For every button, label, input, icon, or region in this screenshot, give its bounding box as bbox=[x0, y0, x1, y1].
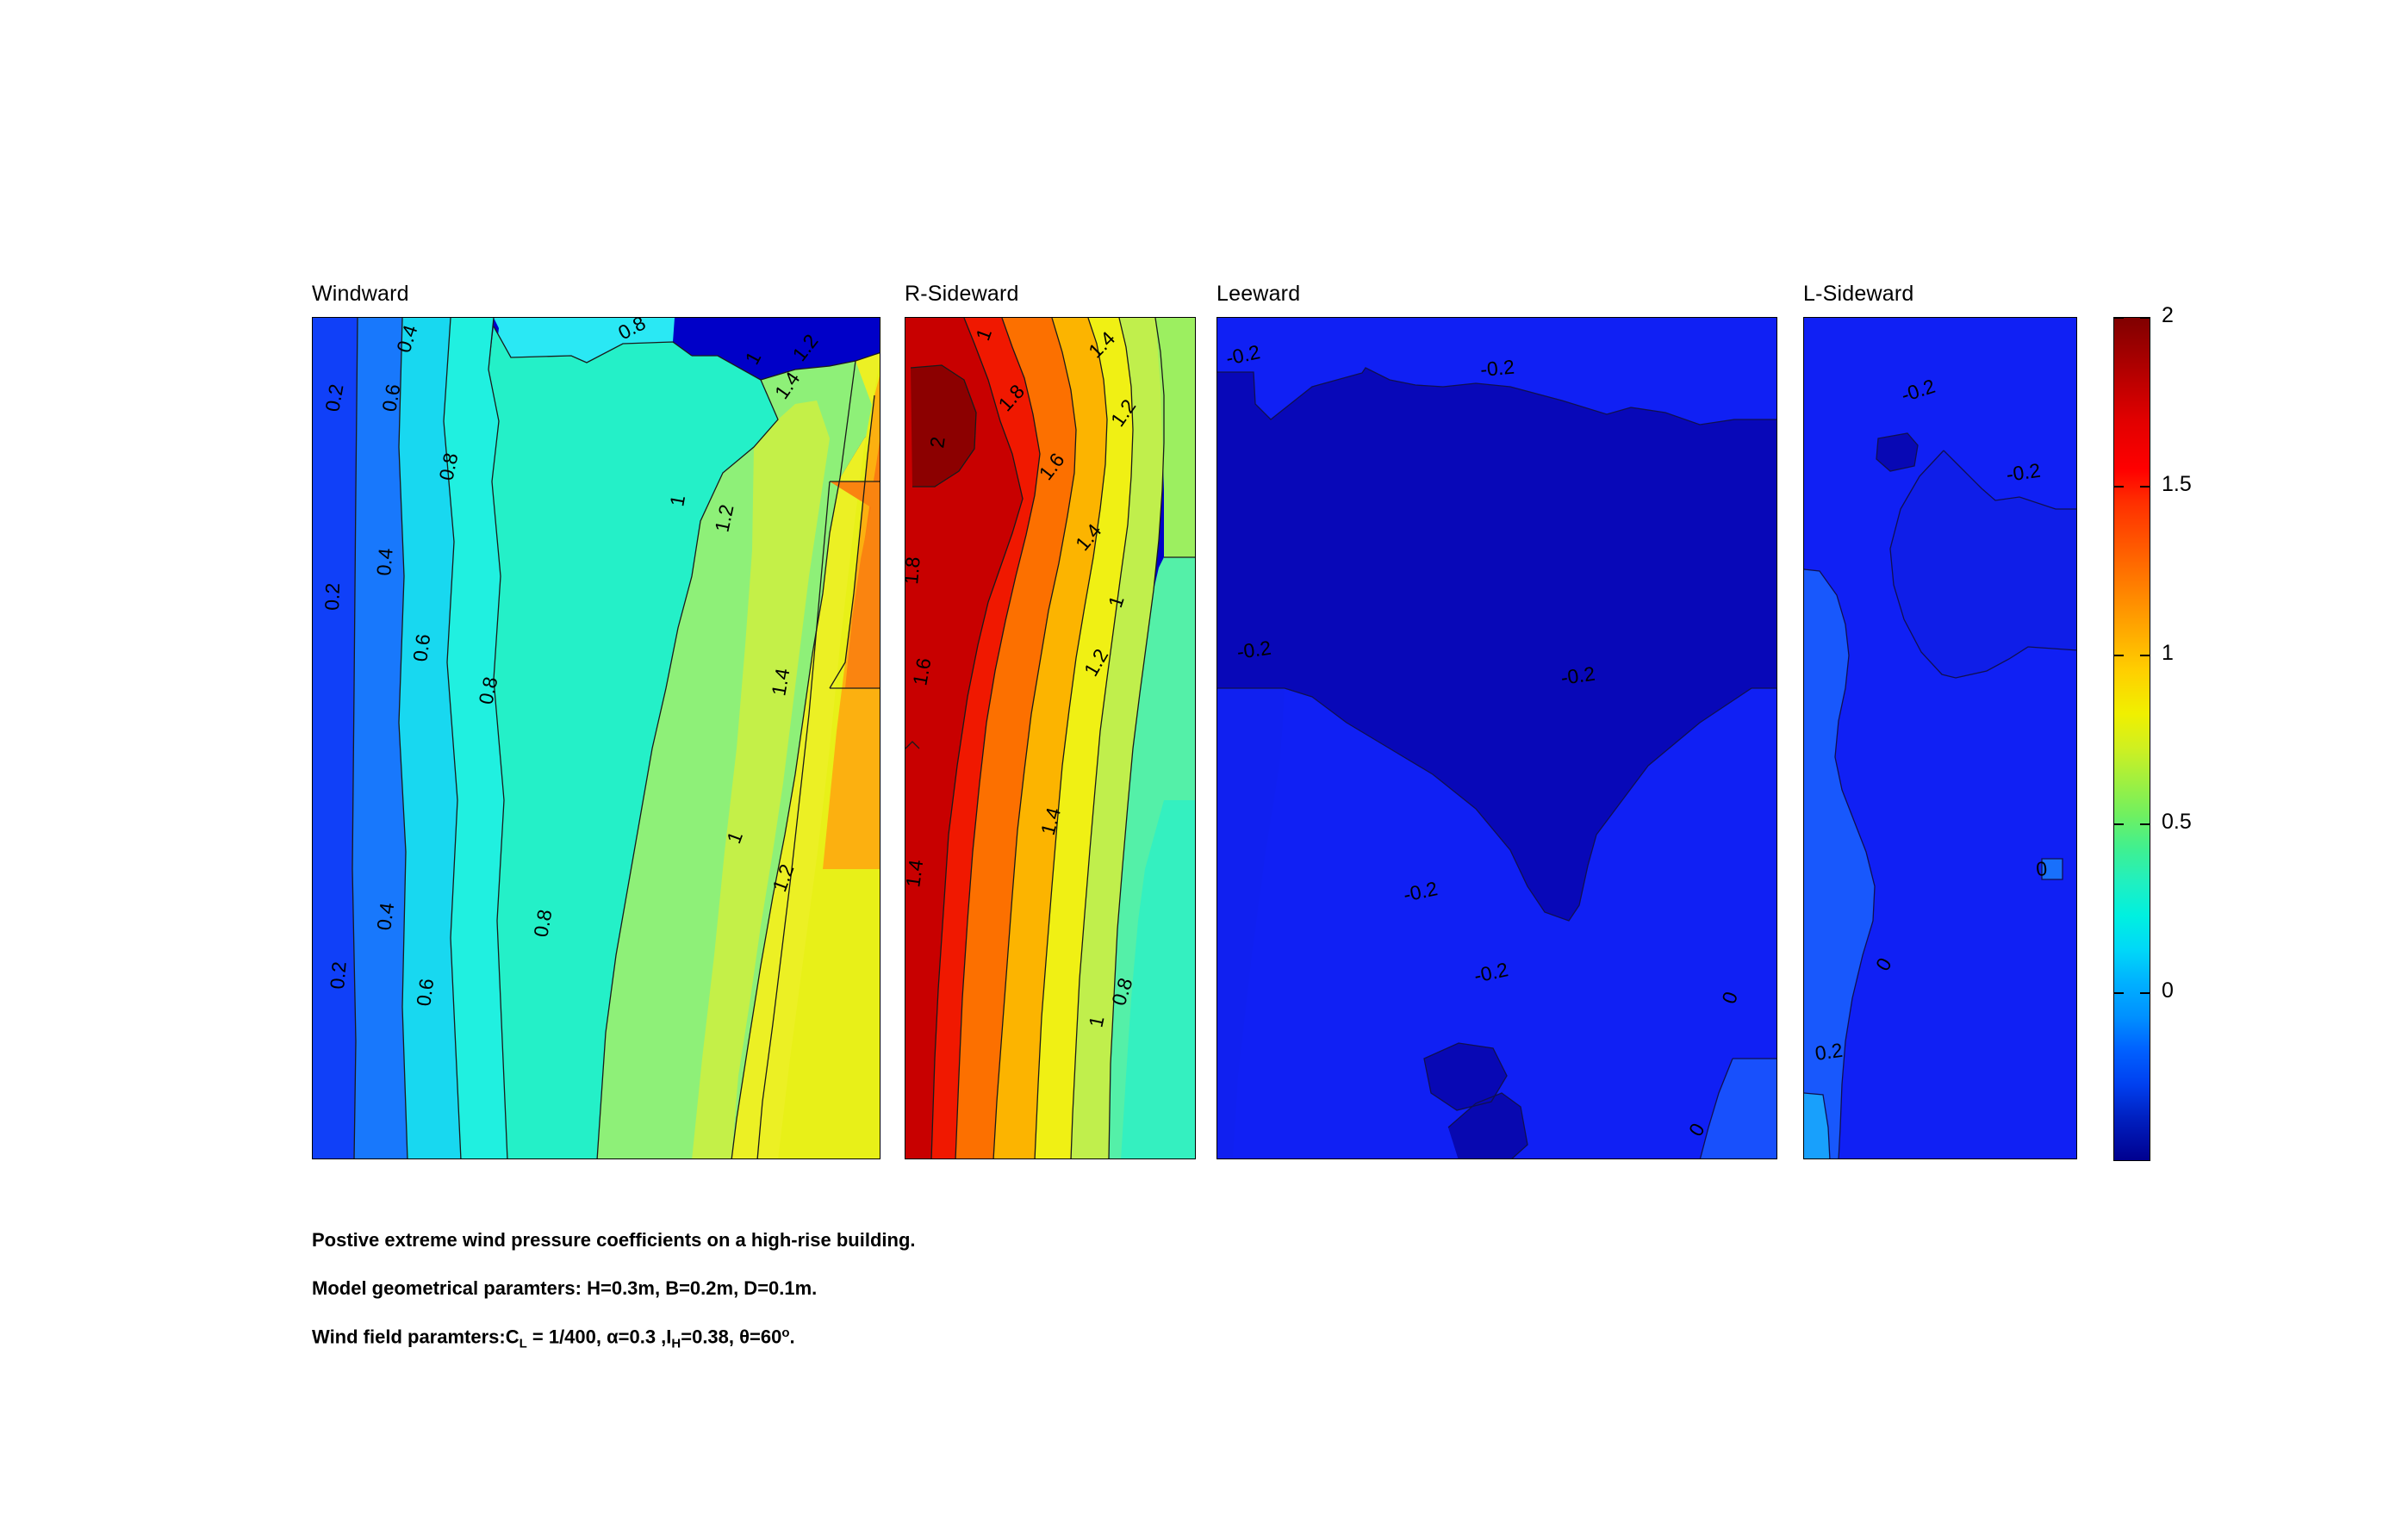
contour-panel-windward: 0.4 0.2 0.6 0.8 1 1.2 1.4 0.8 1 1.2 0.4 … bbox=[312, 317, 880, 1159]
svg-text:-0.2: -0.2 bbox=[2005, 459, 2042, 486]
colorbar-tick-0-right bbox=[2140, 992, 2150, 994]
colorbar-tick-1 bbox=[2113, 655, 2124, 656]
svg-text:1.6: 1.6 bbox=[908, 656, 935, 687]
svg-text:2: 2 bbox=[925, 435, 949, 449]
r-sideward-contour-lines bbox=[905, 318, 1195, 1158]
panel-title-l-sideward: L-Sideward bbox=[1803, 282, 1914, 306]
leeward-fill-bands bbox=[1217, 318, 1776, 1158]
svg-text:0: 0 bbox=[2035, 857, 2048, 880]
colorbar-tick-2-right bbox=[2140, 317, 2150, 319]
leeward-contour-lines bbox=[1217, 367, 1776, 1158]
svg-text:0.4: 0.4 bbox=[372, 901, 398, 931]
caption-line-3-sub-h: H bbox=[671, 1336, 681, 1351]
svg-text:0.8: 0.8 bbox=[529, 908, 556, 939]
svg-text:0.2: 0.2 bbox=[320, 382, 347, 413]
svg-text:1: 1 bbox=[1084, 1014, 1108, 1029]
caption-line-2: Model geometrical paramters: H=0.3m, B=0… bbox=[312, 1277, 818, 1299]
l-sideward-contour-lines bbox=[1804, 432, 2076, 1158]
colorbar-tick-1-right bbox=[2140, 655, 2150, 656]
svg-text:1.4: 1.4 bbox=[905, 858, 927, 888]
svg-text:1.8: 1.8 bbox=[905, 556, 924, 585]
svg-text:0.6: 0.6 bbox=[408, 632, 434, 662]
caption-line-3-prefix: Wind field paramters:C bbox=[312, 1326, 520, 1348]
windward-contour-labels: 0.4 0.2 0.6 0.8 1 1.2 1.4 0.8 1 1.2 0.4 … bbox=[320, 318, 823, 1008]
panel-title-r-sideward: R-Sideward bbox=[905, 282, 1019, 306]
l-sideward-contour-svg: -0.2 -0.2 0 0 0.2 bbox=[1804, 318, 2076, 1158]
caption-line-1: Postive extreme wind pressure coefficien… bbox=[312, 1229, 916, 1251]
colorbar-container: 2 1.5 1 0.5 0 bbox=[2113, 303, 2286, 1161]
colorbar-label-0: 0 bbox=[2162, 978, 2174, 1003]
windward-fill-bands bbox=[313, 318, 880, 1158]
caption-line-3: Wind field paramters:CL = 1/400, α=0.3 ,… bbox=[312, 1326, 795, 1351]
contour-panel-r-sideward: 1 1.4 1.8 2 1.2 1.6 1.4 1.8 1 1.2 1.6 1.… bbox=[905, 317, 1196, 1159]
svg-text:1: 1 bbox=[740, 348, 765, 369]
caption-line-3-degree: o bbox=[781, 1326, 790, 1340]
svg-text:0.4: 0.4 bbox=[372, 547, 397, 576]
svg-text:0.2: 0.2 bbox=[326, 960, 351, 990]
l-sideward-fill-bands bbox=[1804, 318, 2076, 1158]
caption-line-3-mid2: =0.38, θ=60 bbox=[681, 1326, 782, 1348]
colorbar-label-0-5: 0.5 bbox=[2162, 810, 2192, 834]
panel-title-windward: Windward bbox=[312, 282, 409, 306]
svg-text:1: 1 bbox=[665, 494, 689, 508]
l-sideward-contour-labels: -0.2 -0.2 0 0 0.2 bbox=[1814, 375, 2048, 1065]
colorbar-gradient bbox=[2113, 317, 2150, 1161]
colorbar-tick-1-5 bbox=[2113, 486, 2124, 488]
colorbar-label-2: 2 bbox=[2162, 303, 2174, 327]
caption-line-3-suffix: . bbox=[789, 1326, 795, 1348]
svg-text:-0.2: -0.2 bbox=[1479, 356, 1515, 381]
colorbar-label-1: 1 bbox=[2162, 641, 2174, 665]
svg-text:0.2: 0.2 bbox=[320, 582, 344, 611]
svg-text:1.4: 1.4 bbox=[767, 667, 793, 698]
colorbar-tick-0-5-right bbox=[2140, 823, 2150, 825]
svg-text:-0.2: -0.2 bbox=[1559, 662, 1596, 689]
windward-contour-lines bbox=[352, 318, 880, 1158]
svg-text:0.2: 0.2 bbox=[1814, 1039, 1844, 1065]
caption-line-3-sub-l: L bbox=[519, 1336, 527, 1351]
svg-text:-0.2: -0.2 bbox=[1235, 637, 1272, 663]
contour-panel-leeward: -0.2 -0.2 -0.2 -0.2 -0.2 -0.2 0 0 bbox=[1216, 317, 1777, 1159]
r-sideward-contour-svg: 1 1.4 1.8 2 1.2 1.6 1.4 1.8 1 1.2 1.6 1.… bbox=[905, 318, 1195, 1158]
contour-panel-l-sideward: -0.2 -0.2 0 0 0.2 bbox=[1803, 317, 2077, 1159]
svg-text:0.6: 0.6 bbox=[412, 977, 438, 1007]
colorbar-label-1-5: 1.5 bbox=[2162, 472, 2192, 496]
windward-contour-svg: 0.4 0.2 0.6 0.8 1 1.2 1.4 0.8 1 1.2 0.4 … bbox=[313, 318, 880, 1158]
colorbar-tick-0-5 bbox=[2113, 823, 2124, 825]
panel-title-leeward: Leeward bbox=[1216, 282, 1301, 306]
svg-text:1.2: 1.2 bbox=[787, 330, 822, 365]
colorbar-tick-2 bbox=[2113, 317, 2124, 319]
caption-line-3-mid: = 1/400, α=0.3 ,I bbox=[526, 1326, 672, 1348]
leeward-contour-svg: -0.2 -0.2 -0.2 -0.2 -0.2 -0.2 0 0 bbox=[1217, 318, 1776, 1158]
colorbar-tick-0 bbox=[2113, 992, 2124, 994]
colorbar-tick-1-5-right bbox=[2140, 486, 2150, 488]
svg-text:0.6: 0.6 bbox=[377, 382, 404, 413]
r-sideward-fill-bands bbox=[905, 318, 1195, 1158]
